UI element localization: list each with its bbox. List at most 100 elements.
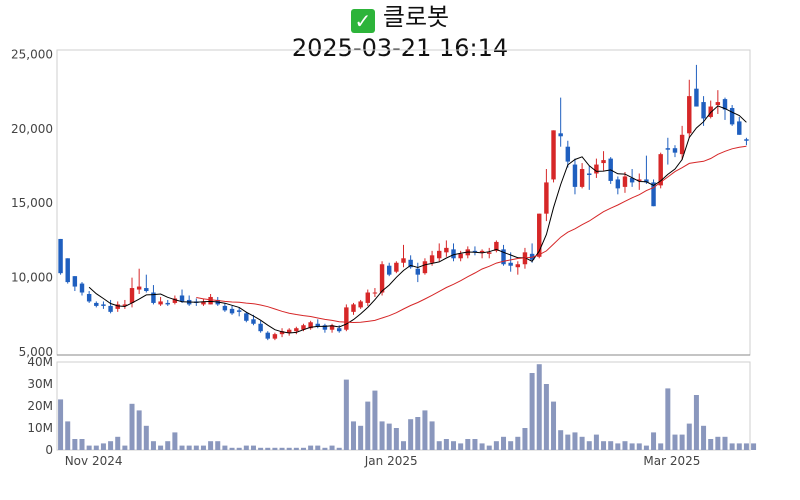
volume-bar (65, 421, 71, 450)
candle-up (158, 301, 163, 305)
volume-bar (86, 445, 92, 450)
candle-up (301, 325, 306, 330)
volume-bar (186, 445, 192, 450)
price-tick-label: 15,000 (11, 196, 53, 210)
candle-up (286, 329, 292, 333)
candle-down (386, 265, 392, 275)
volume-bar (358, 425, 364, 450)
volume-bar (222, 445, 228, 450)
candle-down (72, 276, 78, 287)
candle-up (394, 262, 399, 272)
candle-down (729, 108, 735, 125)
x-tick-label: Nov 2024 (65, 454, 123, 468)
candle-up (444, 247, 449, 253)
volume-tick-label: 30M (27, 377, 53, 391)
volume-bar (408, 419, 414, 450)
candle-down (615, 179, 621, 189)
volume-bar (336, 447, 342, 450)
volume-bar (572, 432, 578, 450)
volume-bar (743, 443, 749, 450)
candle-down (565, 146, 571, 162)
volume-bar (329, 445, 335, 450)
title-datetime: 2025-03-21 16:14 (291, 34, 509, 62)
volume-bar (551, 401, 557, 450)
volume-bar (708, 439, 714, 450)
volume-bar (179, 445, 185, 450)
candle-down (572, 164, 578, 187)
volume-bar (93, 445, 99, 450)
candle-up (429, 255, 435, 263)
volume-bar (515, 436, 521, 450)
volume-bar (250, 445, 256, 450)
candle-down (65, 258, 70, 283)
candle-up (372, 292, 378, 294)
volume-bar (293, 447, 299, 450)
candle-down (587, 173, 592, 175)
candle-up (201, 301, 206, 305)
x-tick-label: Jan 2025 (364, 454, 418, 468)
candle-up (344, 307, 349, 330)
volume-bar (586, 441, 592, 450)
candle-down (86, 294, 92, 302)
candle-up (208, 296, 213, 305)
candle-up (308, 322, 313, 329)
candle-down (251, 319, 256, 324)
volume-bar (272, 447, 278, 450)
volume-bar (379, 421, 385, 450)
candle-down (144, 288, 149, 292)
volume-bar (458, 443, 464, 450)
price-tick-label: 20,000 (11, 122, 53, 136)
volume-tick-label: 40M (27, 355, 53, 369)
candle-up (365, 292, 370, 303)
candle-down (472, 250, 478, 253)
price-tick-label: 10,000 (11, 271, 53, 285)
volume-bar (558, 430, 564, 450)
volume-bar (658, 443, 664, 450)
volume-bar (150, 441, 156, 450)
candle-down (629, 177, 635, 183)
candle-down (165, 302, 170, 305)
candle-up (129, 288, 135, 303)
candle-up (379, 264, 385, 293)
candle-down (58, 238, 63, 274)
candle-down (222, 305, 228, 311)
volume-bar (165, 441, 171, 450)
volume-bar (615, 443, 621, 450)
volume-bar (422, 410, 428, 450)
candle-down (694, 88, 699, 107)
volume-bar (350, 421, 356, 450)
volume-bar (693, 395, 699, 450)
candle-down (508, 262, 513, 266)
candle-down (665, 148, 671, 150)
candle-up (487, 252, 492, 254)
volume-bar (200, 445, 206, 450)
candle-down (451, 249, 456, 259)
candle-up (715, 102, 721, 106)
candle-up (279, 331, 285, 335)
candle-down (258, 323, 263, 332)
price-tick-label: 5,000 (19, 345, 53, 359)
candle-down (722, 99, 728, 110)
volume-bar (643, 445, 649, 450)
volume-bar (115, 436, 121, 450)
volume-tick-label: 0 (45, 443, 53, 457)
volume-bar (436, 441, 442, 450)
volume-bar (629, 443, 635, 450)
volume-bar (522, 428, 528, 450)
volume-bar (601, 441, 607, 450)
volume-bar (508, 441, 514, 450)
volume-bar (72, 439, 78, 450)
candle-up (637, 179, 642, 181)
candle-up (601, 160, 606, 164)
volume-bar (322, 447, 328, 450)
candle-up (122, 304, 128, 306)
volume-bar (451, 441, 457, 450)
candle-up (579, 169, 585, 187)
volume-bar (493, 441, 499, 450)
volume-tick-label: 20M (27, 399, 53, 413)
volume-bar (486, 445, 492, 450)
volume-tick-label: 10M (27, 421, 53, 435)
volume-bar (208, 441, 214, 450)
candle-down (151, 292, 156, 303)
